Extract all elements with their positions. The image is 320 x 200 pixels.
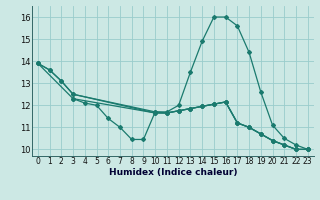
X-axis label: Humidex (Indice chaleur): Humidex (Indice chaleur) — [108, 168, 237, 177]
